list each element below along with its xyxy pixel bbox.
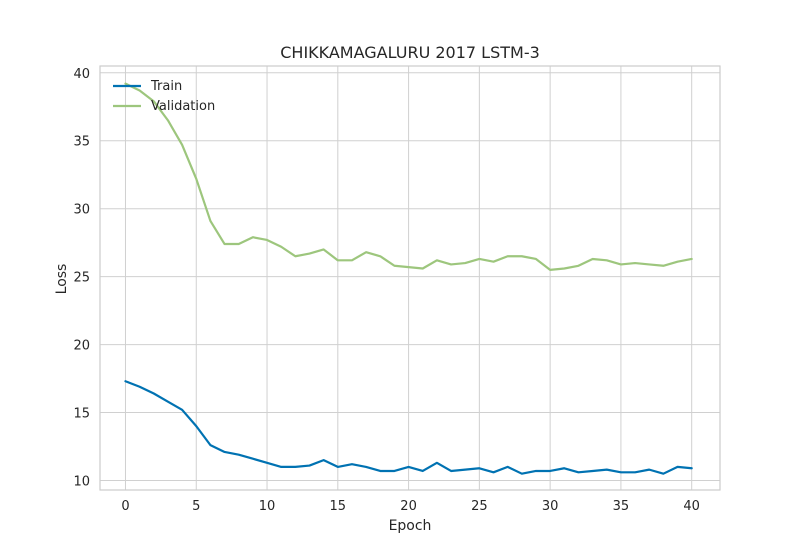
x-tick-label: 35: [613, 499, 630, 514]
x-tick-label: 15: [330, 499, 347, 514]
y-tick-label: 40: [73, 67, 90, 82]
x-tick-label: 25: [471, 499, 488, 514]
x-tick-label: 20: [400, 499, 417, 514]
y-tick-label: 25: [73, 271, 90, 286]
x-axis-label: Epoch: [389, 518, 432, 534]
chart-title: CHIKKAMAGALURU 2017 LSTM-3: [280, 43, 540, 62]
plot-frame: [99, 65, 721, 491]
x-tick-label: 10: [259, 499, 276, 514]
y-axis-label: Loss: [54, 264, 70, 295]
grid: [100, 66, 720, 490]
legend: Train Validation: [113, 79, 215, 114]
series-line-validation: [124, 82, 693, 271]
y-tick-label: 35: [73, 135, 90, 150]
x-axis-ticks: 0 5 10 15 20 25 30 35 40: [121, 499, 700, 514]
series-line-train: [124, 380, 693, 475]
x-tick-label: 40: [683, 499, 700, 514]
y-tick-label: 30: [73, 203, 90, 218]
x-tick-label: 30: [542, 499, 559, 514]
legend-label-train: Train: [150, 79, 182, 94]
y-tick-label: 15: [73, 407, 90, 422]
y-tick-label: 20: [73, 339, 90, 354]
x-tick-label: 5: [192, 499, 200, 514]
legend-label-validation: Validation: [151, 99, 215, 114]
y-tick-label: 10: [73, 474, 90, 489]
y-axis-ticks: 10 15 20 25 30 35 40: [73, 67, 90, 490]
series-group: [124, 82, 693, 475]
x-tick-label: 0: [121, 499, 129, 514]
